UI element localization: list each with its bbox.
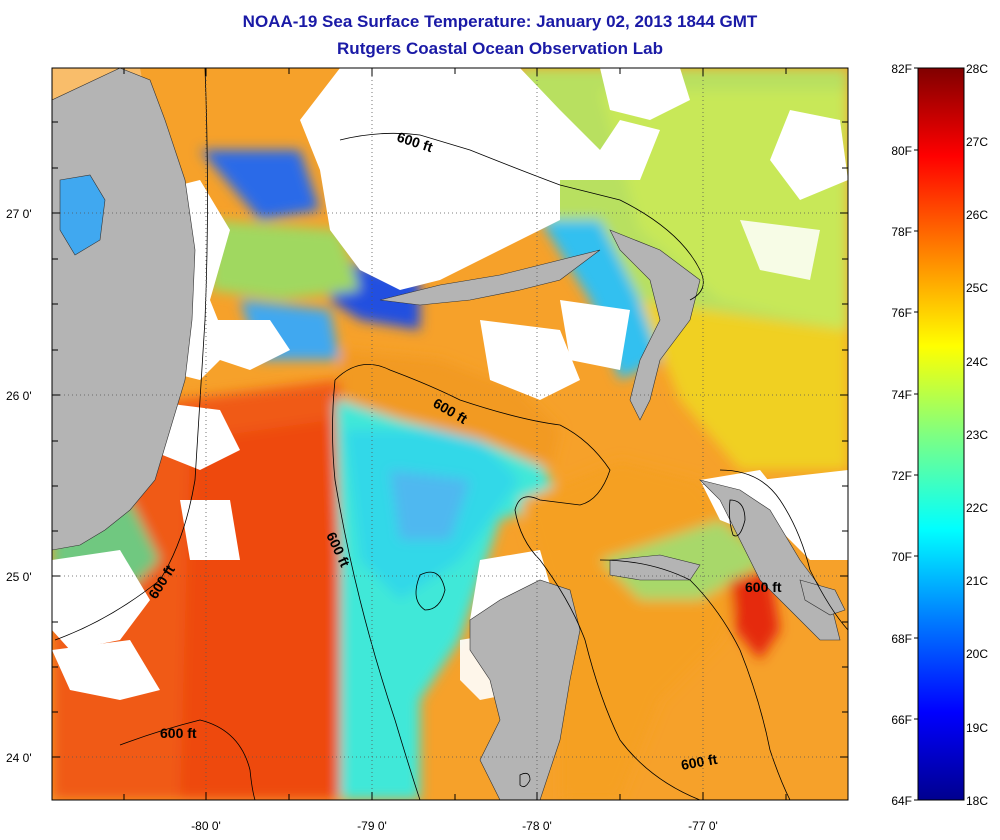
longitude-labels: -80 0' -79 0' -78 0' -77 0' <box>191 819 718 833</box>
lat-label-26: 26 0' <box>6 389 32 403</box>
colorbar-fahrenheit-labels: 82F 80F 78F 76F 74F 72F 70F 68F 66F 64F <box>891 62 912 808</box>
lon-label-77: -77 0' <box>688 819 718 833</box>
cb-c-label: 20C <box>966 647 988 661</box>
cb-c-label: 19C <box>966 721 988 735</box>
sst-field: 600 ft 600 ft 600 ft 600 ft 600 ft 600 f… <box>52 68 848 800</box>
colorbar-ticks <box>914 67 918 801</box>
colorbar-celsius-labels: 28C 27C 26C 25C 24C 23C 22C 21C 20C 19C … <box>966 62 988 808</box>
cb-f-label: 80F <box>891 144 912 158</box>
lon-label-79: -79 0' <box>357 819 387 833</box>
land-mask <box>52 68 846 800</box>
colorbar <box>917 67 965 801</box>
cb-c-label: 24C <box>966 355 988 369</box>
map-subtitle: Rutgers Coastal Ocean Observation Lab <box>337 39 663 58</box>
map-title: NOAA-19 Sea Surface Temperature: January… <box>242 12 758 31</box>
cb-c-label: 26C <box>966 208 988 222</box>
cb-f-label: 82F <box>891 62 912 76</box>
cb-f-label: 74F <box>891 388 912 402</box>
isobath-lines <box>54 68 848 800</box>
lat-label-24: 24 0' <box>6 751 32 765</box>
cb-f-label: 72F <box>891 469 912 483</box>
cb-c-label: 27C <box>966 135 988 149</box>
graticule <box>52 68 848 800</box>
cb-f-label: 70F <box>891 550 912 564</box>
cb-c-label: 18C <box>966 794 988 808</box>
latitude-labels: 27 0' 26 0' 25 0' 24 0' <box>6 207 32 765</box>
cb-f-label: 78F <box>891 225 912 239</box>
lon-label-78: -78 0' <box>522 819 552 833</box>
isobath-label: 600 ft <box>745 579 782 595</box>
cb-c-label: 22C <box>966 501 988 515</box>
cb-f-label: 64F <box>891 794 912 808</box>
map-frame <box>51 67 849 801</box>
cb-c-label: 23C <box>966 428 988 442</box>
cb-f-label: 68F <box>891 632 912 646</box>
lon-label-80: -80 0' <box>191 819 221 833</box>
cb-c-label: 28C <box>966 62 988 76</box>
axis-ticks <box>52 68 848 800</box>
cb-c-label: 25C <box>966 281 988 295</box>
cb-f-label: 66F <box>891 713 912 727</box>
lat-label-25: 25 0' <box>6 570 32 584</box>
isobath-label: 600 ft <box>160 725 197 741</box>
cb-c-label: 21C <box>966 574 988 588</box>
isobath-label: 600 ft <box>680 751 719 773</box>
lat-label-27: 27 0' <box>6 207 32 221</box>
cb-f-label: 76F <box>891 306 912 320</box>
